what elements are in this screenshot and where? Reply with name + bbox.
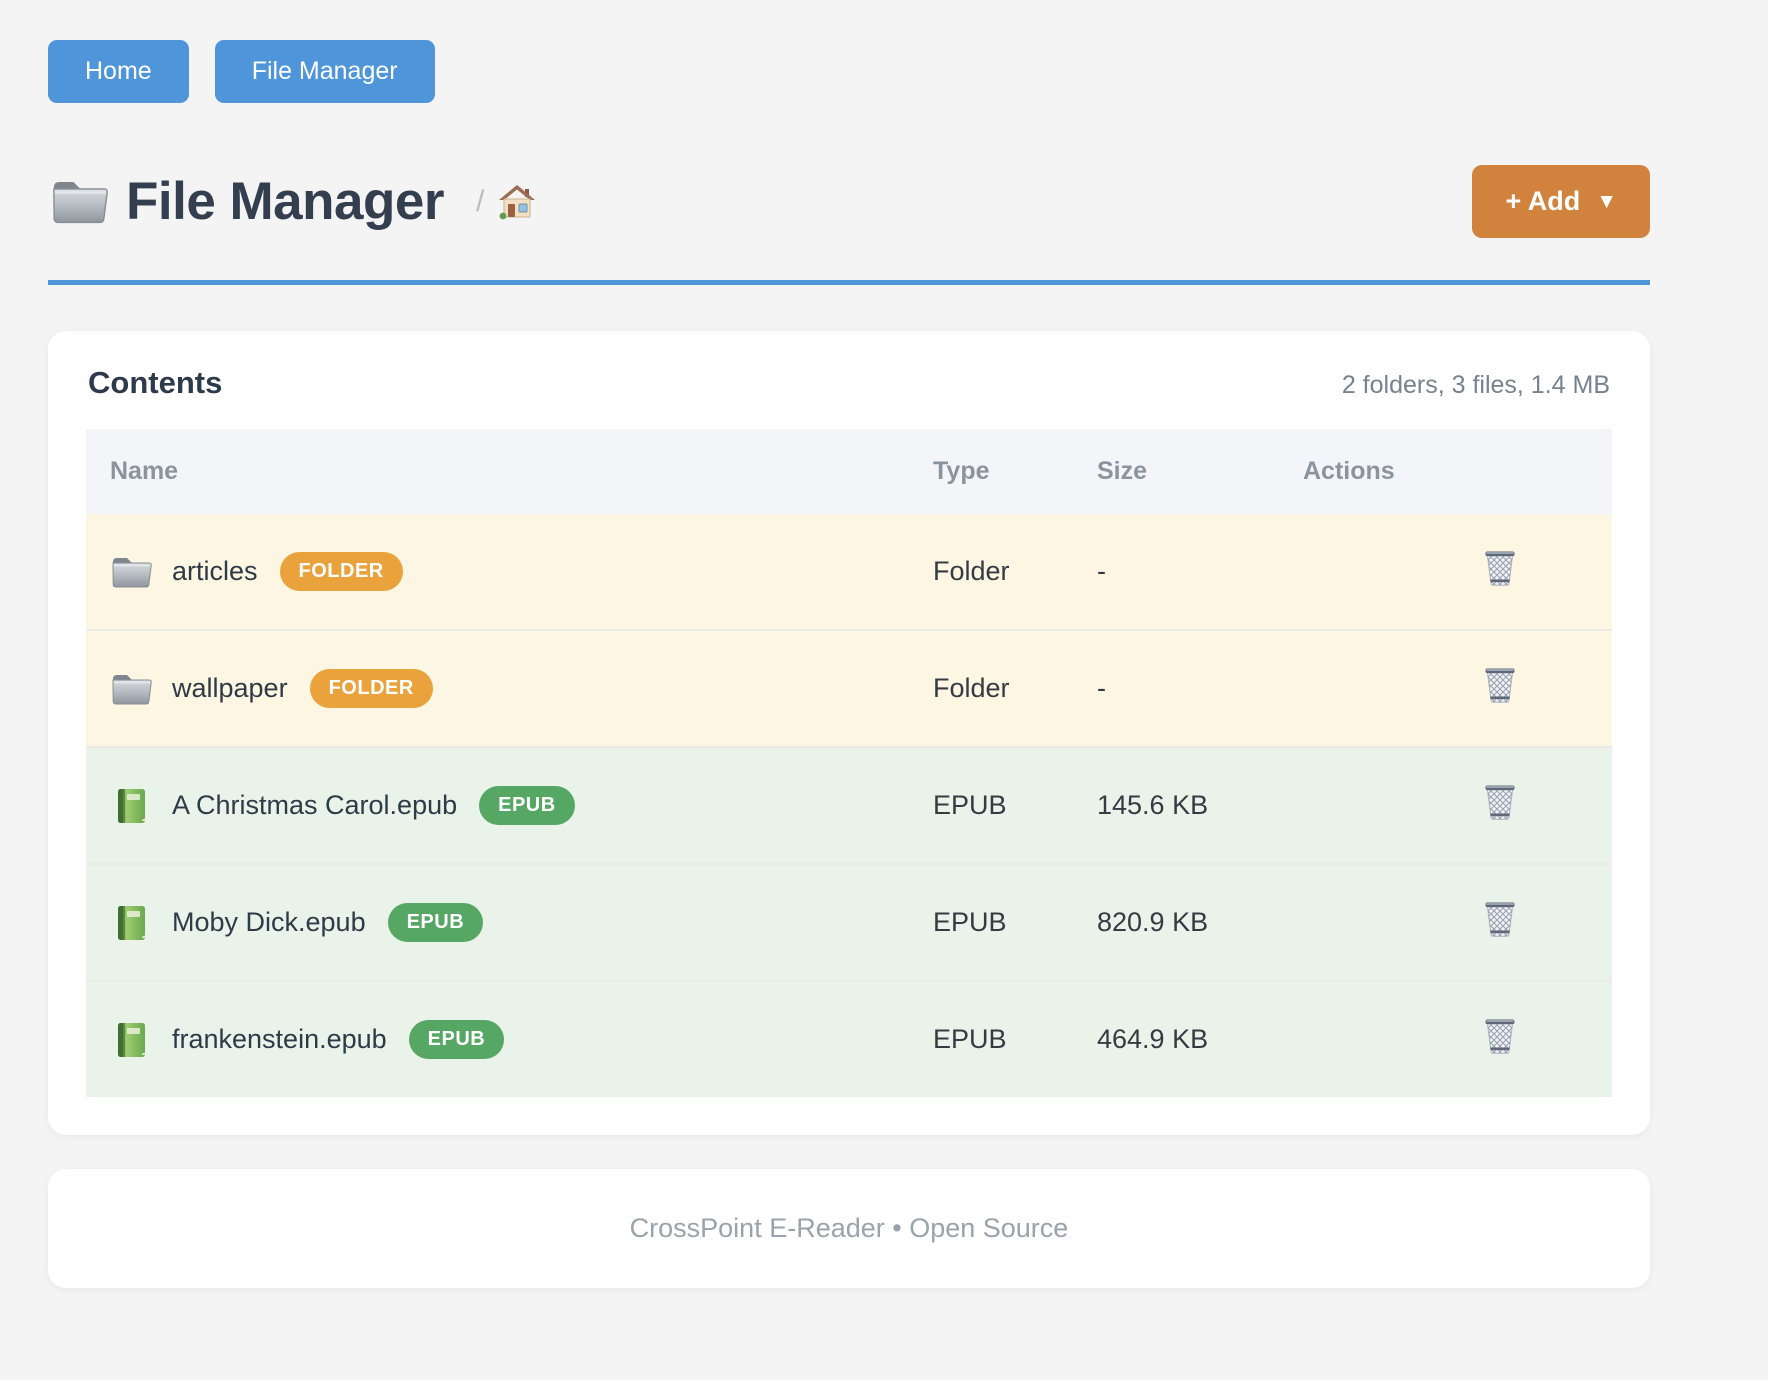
delete-button[interactable] [1482,665,1518,705]
file-name-link[interactable]: frankenstein.epub [172,1024,387,1054]
add-button-label: + Add [1505,186,1581,216]
add-button[interactable]: + Add ▼ [1472,165,1650,238]
row-type: Folder [909,629,1073,747]
book-icon [110,1021,152,1059]
breadcrumb: / [476,183,536,221]
file-name-link[interactable]: A Christmas Carol.epub [172,790,458,820]
row-type: EPUB [909,980,1073,1097]
type-badge: EPUB [387,903,484,942]
row-size: - [1097,556,1106,586]
column-header-size: Size [1073,429,1279,514]
type-badge: EPUB [479,786,575,825]
table-row: wallpaper FOLDER Folder - [86,629,1612,747]
folder-icon [48,175,110,228]
row-type: Folder [933,556,1010,586]
column-header-name: Name [86,429,909,514]
table-header-row: Name Type Size Actions [86,429,1612,514]
type-badge: EPUB [408,1020,505,1059]
row-type: EPUB [909,746,1073,864]
book-icon [110,787,152,825]
trash-icon [1482,665,1518,705]
contents-card: Contents 2 folders, 3 files, 1.4 MB Name… [48,331,1650,1135]
chevron-down-icon: ▼ [1596,189,1617,213]
delete-button[interactable] [1482,899,1518,939]
page-header: File Manager / + Add ▼ [48,165,1650,238]
accent-divider [48,280,1650,285]
top-nav: Home File Manager [48,40,1650,103]
type-badge: FOLDER [279,552,403,591]
folder-icon [110,553,152,591]
file-name-link[interactable]: Moby Dick.epub [172,907,366,937]
trash-icon [1482,782,1518,822]
folder-icon [110,670,152,708]
row-size: 464.9 KB [1073,980,1279,1097]
table-row: frankenstein.epub EPUB EPUB 464.9 KB [86,980,1612,1097]
contents-summary: 2 folders, 3 files, 1.4 MB [1341,371,1610,399]
type-badge: FOLDER [309,669,433,708]
footer-text: CrossPoint E-Reader • Open Source [629,1213,1069,1243]
row-size: 145.6 KB [1073,746,1279,864]
file-table: Name Type Size Actions articles FOLDER Fol… [86,429,1612,1097]
table-body: articles FOLDER Folder - wallpaper FOLDER Fold… [86,514,1612,1097]
trash-icon [1482,548,1518,588]
nav-file-manager-button[interactable]: File Manager [214,40,435,103]
table-row: Moby Dick.epub EPUB EPUB 820.9 KB [86,863,1612,981]
trash-icon [1482,1016,1518,1056]
delete-button[interactable] [1482,782,1518,822]
column-header-type: Type [909,429,1073,514]
house-icon[interactable] [498,183,536,221]
page-title: File Manager [126,172,444,231]
footer: CrossPoint E-Reader • Open Source [48,1169,1650,1288]
folder-name-link[interactable]: wallpaper [172,673,288,703]
table-row: A Christmas Carol.epub EPUB EPUB 145.6 KB [86,746,1612,864]
contents-heading: Contents [88,365,223,400]
book-icon [110,904,152,942]
column-header-actions: Actions [1279,429,1612,514]
row-type: EPUB [909,863,1073,981]
trash-icon [1482,899,1518,939]
table-row: articles FOLDER Folder - [86,514,1612,630]
folder-name-link[interactable]: articles [172,556,258,586]
breadcrumb-separator: / [475,184,485,218]
row-size: 820.9 KB [1073,863,1279,981]
delete-button[interactable] [1482,548,1518,588]
row-size: - [1073,629,1279,747]
nav-home-button[interactable]: Home [48,40,189,103]
delete-button[interactable] [1482,1016,1518,1056]
